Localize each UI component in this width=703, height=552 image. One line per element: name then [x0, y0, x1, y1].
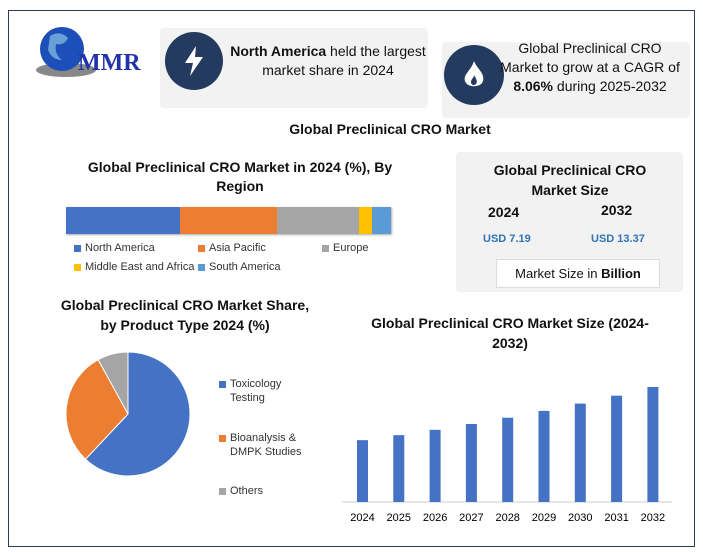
segment-europe: [277, 207, 359, 234]
region-stacked-bar: [66, 207, 391, 234]
x-tick-label: 2028: [495, 512, 519, 524]
segment-asia-pacific: [179, 207, 278, 234]
segment-north-america: [66, 207, 180, 234]
infographic-frame: [8, 10, 695, 547]
product-type-pie: [65, 351, 191, 477]
year-2032: 2032: [601, 202, 633, 218]
legend-swatch: [322, 244, 329, 252]
lightning-icon: [165, 32, 223, 90]
pie-chart-title: Global Preclinical CRO Market Share, by …: [60, 297, 310, 333]
x-tick-label: 2030: [568, 512, 592, 524]
legend-item-bioanalysis-dmpk-studies: Bioanalysis & DMPK Studies: [219, 431, 310, 459]
bar-2027: [465, 423, 477, 502]
legend-item-asia-pacific: Asia Pacific: [198, 242, 266, 254]
globe-icon: [36, 27, 96, 77]
market-size-note: Market Size in Billion: [496, 259, 660, 288]
legend-label: North America: [85, 242, 155, 254]
segment-middle-east-and-africa: [358, 207, 372, 234]
column-chart-title: Global Preclinical CRO Market Size (2024…: [371, 315, 649, 351]
pie-slice-others: [97, 351, 129, 415]
x-tick-label: 2029: [532, 512, 556, 524]
market-size-title: Global Preclinical CRO Market Size: [493, 162, 647, 198]
pie-slice-bioanalysis-dmpk-studies: [65, 358, 129, 460]
legend-label: Middle East and Africa: [85, 261, 195, 273]
legend-swatch: [219, 488, 226, 495]
bar-2030: [574, 403, 586, 502]
legend-item-others: Others: [219, 484, 310, 498]
bar-2032: [647, 387, 659, 502]
legend-label: Others: [230, 485, 264, 497]
x-tick-label: 2027: [459, 512, 483, 524]
legend-item-north-america: North America: [74, 242, 155, 254]
legend-label: Europe: [333, 242, 369, 254]
market-size-column-chart: 2024 2025 2026 2027 2028 2029 2030 2031 2032: [342, 387, 672, 524]
x-tick-label: 2031: [604, 512, 628, 524]
legend-swatch: [198, 263, 205, 271]
legend-label: Toxicology Testing: [230, 378, 282, 404]
year-2024: 2024: [488, 204, 520, 220]
pie-slice-toxicology-testing: [84, 351, 191, 477]
legend-item-south-america: South America: [198, 261, 281, 273]
value-2024: USD 7.19: [483, 233, 531, 245]
legend-item-middle-east-and-africa: Middle East and Africa: [74, 261, 194, 273]
main-title: Global Preclinical CRO Market: [289, 121, 491, 137]
x-tick-label: 2032: [641, 512, 665, 524]
legend-label: South America: [209, 261, 281, 273]
bar-2026: [429, 429, 441, 502]
value-2032: USD 13.37: [591, 233, 645, 245]
legend-item-europe: Europe: [322, 242, 368, 254]
bar-2028: [502, 417, 514, 502]
x-tick-label: 2026: [423, 512, 447, 524]
legend-item-toxicology-testing: Toxicology Testing: [219, 377, 310, 405]
bar-2025: [393, 435, 405, 502]
legend-swatch: [74, 244, 81, 252]
bar-2031: [611, 395, 623, 502]
legend-swatch: [219, 381, 226, 388]
highlight-text-1: North America held the largest market sh…: [230, 43, 426, 78]
logo: MMR: [28, 22, 148, 82]
region-chart-title: Global Preclinical CRO Market in 2024 (%…: [87, 159, 393, 194]
highlight-text-2: Global Preclinical CRO Market to grow at…: [500, 40, 680, 94]
legend-label: Asia Pacific: [209, 242, 266, 254]
x-tick-label: 2024: [350, 512, 374, 524]
legend-swatch: [198, 244, 205, 252]
legend-label: Bioanalysis & DMPK Studies: [230, 432, 302, 458]
legend-swatch: [74, 263, 81, 271]
bar-2024: [357, 440, 368, 502]
bar-2029: [538, 410, 550, 502]
flame-icon: [444, 45, 504, 105]
segment-south-america: [371, 207, 391, 234]
logo-text: MMR: [78, 50, 141, 76]
legend-swatch: [219, 435, 226, 442]
x-tick-label: 2025: [387, 512, 411, 524]
